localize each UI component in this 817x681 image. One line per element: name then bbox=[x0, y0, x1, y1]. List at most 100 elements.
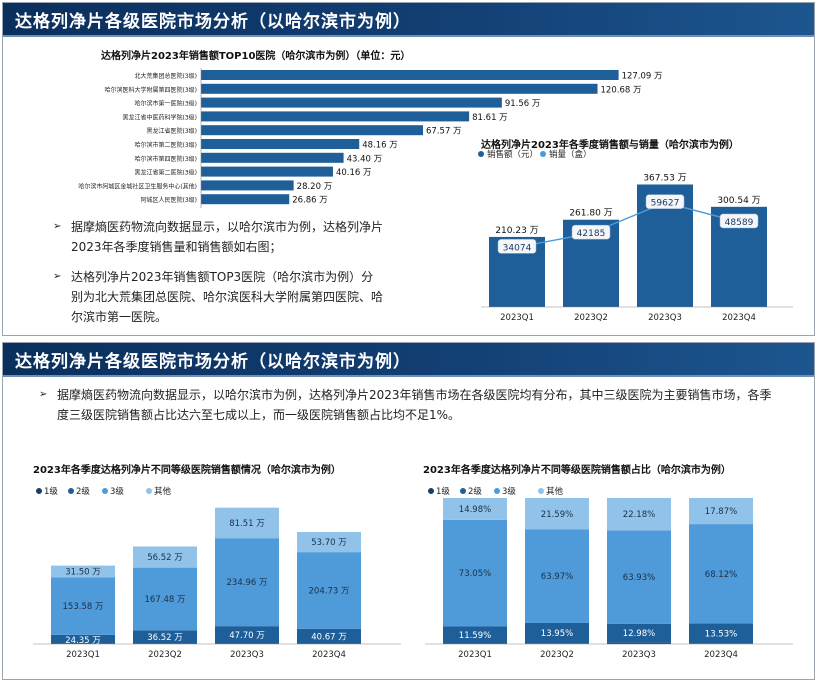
segment-value-label: 17.87% bbox=[705, 507, 737, 517]
hospital-bar bbox=[201, 70, 619, 80]
segment-value-label: 22.18% bbox=[623, 510, 655, 520]
bullet-item: ➢ 据摩熵医药物流向数据显示，以哈尔滨市为例，达格列净片2023年销售市场在各级… bbox=[39, 385, 781, 425]
stack-segment bbox=[689, 498, 753, 525]
x-tick-label: 2023Q3 bbox=[622, 650, 656, 660]
sales-value-label: 210.23 万 bbox=[495, 226, 538, 236]
stack-segment bbox=[525, 622, 589, 644]
stack-segment bbox=[133, 567, 197, 631]
bar-value-label: 48.16 万 bbox=[362, 141, 398, 151]
hospital-bar bbox=[201, 97, 502, 108]
hospital-label: 黑龙江省中医药科学院(3级) bbox=[123, 113, 198, 121]
volume-label-box bbox=[571, 224, 611, 240]
stack-segment bbox=[525, 529, 589, 623]
sales-value-label: 300.54 万 bbox=[717, 196, 760, 206]
bullet-text: 达格列净片2023年销售额TOP3医院（哈尔滨市为例）分别为北大荒集团总医院、哈… bbox=[71, 270, 384, 324]
segment-value-label: 68.12% bbox=[705, 570, 737, 580]
combo-chart-title: 达格列净片2023年各季度销售额与销量（哈尔滨市为例） bbox=[481, 140, 739, 151]
x-tick-label: 2023Q2 bbox=[148, 650, 182, 660]
bar-value-label: 43.40 万 bbox=[347, 154, 383, 164]
stacked-chart-title: 2023年各季度达格列净片不同等级医院销售额情况（哈尔滨市为例） bbox=[33, 465, 341, 476]
segment-value-label: 63.93% bbox=[623, 573, 655, 583]
segment-value-label: 73.05% bbox=[459, 569, 491, 579]
segment-value-label: 234.96 万 bbox=[227, 578, 268, 588]
quarterly-sales-combo-chart: 销售额（元） 销量（盒） 210.23 万 2023Q1 261.80 万 2023Q2 3… bbox=[478, 149, 793, 323]
stack-segment bbox=[607, 498, 671, 531]
hospital-bar bbox=[201, 152, 344, 163]
stack-segment bbox=[607, 530, 671, 624]
x-tick-label: 2023Q3 bbox=[230, 650, 264, 660]
segment-value-label: 21.59% bbox=[541, 510, 573, 520]
legend-label: 3级 bbox=[502, 486, 516, 497]
legend-label: 销售额（元） bbox=[487, 149, 538, 160]
percent-chart-title: 2023年各季度达格列净片不同等级医院销售额占比（哈尔滨市为例） bbox=[423, 465, 731, 476]
legend-marker bbox=[538, 488, 544, 494]
banner-divider bbox=[3, 375, 814, 377]
x-tick-label: 2023Q1 bbox=[500, 313, 534, 323]
arrow-bullet-icon: ➢ bbox=[53, 271, 62, 282]
stack-segment bbox=[443, 626, 507, 644]
segment-value-label: 11.59% bbox=[459, 631, 491, 641]
legend-label: 其他 bbox=[546, 486, 564, 497]
stack-segment bbox=[215, 538, 279, 627]
segment-value-label: 53.70 万 bbox=[311, 538, 347, 548]
legend-marker bbox=[540, 151, 546, 157]
arrow-bullet-icon: ➢ bbox=[53, 221, 62, 232]
hospital-level-sales-stacked-chart: 1级 2级 3级 其他 24.35 万 153.58 万 31.50 万 2023Q1 36.5… bbox=[33, 486, 401, 660]
stack-segment bbox=[51, 577, 115, 635]
stack-segment bbox=[215, 626, 279, 644]
stack-segment bbox=[689, 524, 753, 624]
bar-value-label: 91.56 万 bbox=[505, 99, 541, 109]
segment-value-label: 12.98% bbox=[623, 629, 655, 639]
x-tick-label: 2023Q3 bbox=[648, 313, 682, 323]
segment-value-label: 56.52 万 bbox=[147, 553, 183, 563]
x-tick-label: 2023Q4 bbox=[312, 650, 346, 660]
volume-value-label: 59627 bbox=[651, 199, 680, 209]
hospital-bar bbox=[201, 166, 333, 177]
hospital-label: 黑龙江省医院(3级) bbox=[147, 127, 198, 135]
arrow-bullet-icon: ➢ bbox=[39, 389, 48, 400]
bar-value-label: 28.20 万 bbox=[297, 182, 333, 192]
segment-value-label: 24.35 万 bbox=[65, 636, 101, 646]
sales-value-label: 261.80 万 bbox=[569, 209, 612, 219]
hospital-label: 黑龙江省第二医院(3级) bbox=[135, 169, 198, 177]
hospital-label: 哈尔滨医科大学附属第四医院(3级) bbox=[105, 86, 198, 94]
stack-segment bbox=[133, 630, 197, 644]
hospital-bar bbox=[201, 83, 598, 94]
segment-value-label: 31.50 万 bbox=[65, 567, 101, 577]
segment-value-label: 14.98% bbox=[459, 505, 491, 515]
volume-value-label: 48589 bbox=[725, 218, 754, 228]
slide-title: 达格列净片各级医院市场分析（以哈尔滨市为例） bbox=[15, 12, 411, 32]
stack-segment bbox=[133, 546, 197, 568]
hbar-chart-title: 达格列净片2023年销售额TOP10医院（哈尔滨市为例）（单位：元） bbox=[101, 51, 411, 62]
legend-marker bbox=[494, 488, 500, 494]
segment-value-label: 63.97% bbox=[541, 572, 573, 582]
legend-marker bbox=[68, 488, 74, 494]
segment-value-label: 47.70 万 bbox=[229, 631, 265, 641]
hospital-label: 哈尔滨市阿城区金城社区卫生服务中心(其他) bbox=[78, 182, 197, 190]
bullet-item: ➢ 据摩熵医药物流向数据显示，以哈尔滨市为例，达格列净片2023年各季度销售量和… bbox=[53, 217, 383, 257]
legend-marker bbox=[146, 488, 152, 494]
segment-value-label: 13.95% bbox=[541, 629, 573, 639]
legend-label: 2级 bbox=[76, 486, 90, 497]
x-tick-label: 2023Q4 bbox=[704, 650, 738, 660]
segment-value-label: 36.52 万 bbox=[147, 633, 183, 643]
x-tick-label: 2023Q1 bbox=[66, 650, 100, 660]
stack-segment bbox=[525, 498, 589, 530]
legend-label: 1级 bbox=[44, 486, 58, 497]
hospital-bar bbox=[201, 180, 294, 191]
stack-segment bbox=[297, 628, 361, 644]
hospital-label: 阿城区人民医院(3级) bbox=[141, 196, 198, 204]
slide-top: 达格列净片各级医院市场分析（以哈尔滨市为例） 达格列净片2023年销售额TOP1… bbox=[2, 2, 815, 336]
x-tick-label: 2023Q1 bbox=[458, 650, 492, 660]
stack-segment bbox=[607, 623, 671, 643]
title-banner: 达格列净片各级医院市场分析（以哈尔滨市为例） bbox=[3, 343, 814, 375]
volume-line bbox=[516, 201, 740, 249]
bullet-text: 据摩熵医药物流向数据显示，以哈尔滨市为例，达格列净片2023年各季度销售量和销售… bbox=[71, 220, 384, 254]
stack-segment bbox=[443, 519, 507, 627]
segment-value-label: 167.48 万 bbox=[145, 595, 186, 605]
stack-segment bbox=[297, 552, 361, 629]
legend-label: 销量（盒） bbox=[549, 149, 592, 160]
segment-value-label: 81.51 万 bbox=[229, 519, 265, 529]
hospital-bar bbox=[201, 111, 470, 122]
